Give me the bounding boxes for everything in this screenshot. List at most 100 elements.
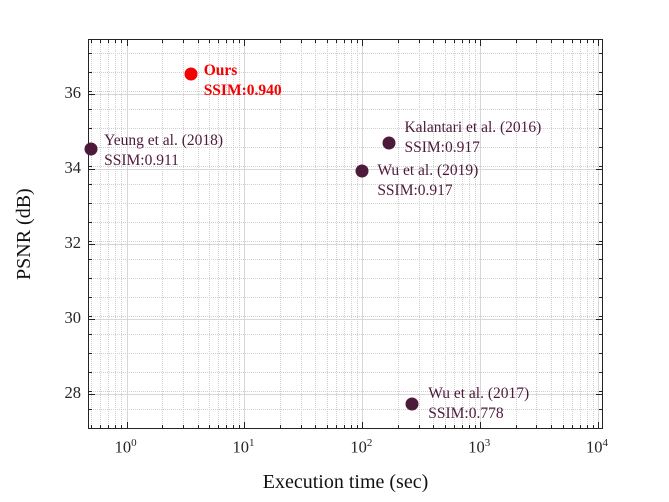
x-minor-tick-top [208,40,210,43]
y-minor-tick [89,296,92,298]
x-minor-tick-top [182,40,184,43]
point-annotation: Wu et al. (2017) SSIM:0.778 [428,384,529,424]
y-major-tick [89,244,95,246]
x-minor-tick [444,425,446,428]
y-minor-tick [89,184,92,186]
x-major-gridline [362,40,364,428]
x-minor-tick [592,425,594,428]
y-minor-tick-right [599,165,602,167]
annotation-method-name: Yeung et al. (2018) [104,131,224,149]
y-major-tick [89,94,95,96]
x-minor-tick [197,425,199,428]
y-minor-tick [89,409,92,411]
x-major-gridline [598,40,600,428]
data-point [184,67,198,81]
y-minor-tick-right [599,334,602,336]
x-minor-gridline [551,40,553,428]
x-minor-gridline [454,40,456,428]
x-minor-tick [562,425,564,428]
y-minor-tick [89,53,92,55]
x-minor-gridline [108,40,110,428]
y-minor-tick-right [599,90,602,92]
y-minor-gridline [89,71,602,73]
x-minor-tick [356,425,358,428]
x-major-tick [480,422,482,428]
point-annotation: Ours SSIM:0.940 [204,61,282,101]
y-minor-tick [89,240,92,242]
x-minor-gridline [418,40,420,428]
x-minor-tick-top [454,40,456,43]
y-minor-tick-right [599,109,602,111]
x-minor-tick-top [218,40,220,43]
x-minor-gridline [468,40,470,428]
y-minor-tick-right [599,221,602,223]
y-tick-label: 28 [64,383,82,403]
annotation-method-name: Kalantari et al. (2016) [404,119,542,137]
x-minor-tick-top [315,40,317,43]
x-minor-tick-top [226,40,228,43]
x-minor-gridline [356,40,358,428]
annotation-method-name: Wu et al. (2017) [428,384,530,402]
y-minor-tick [89,165,92,167]
y-minor-gridline [89,203,602,205]
x-minor-tick [536,425,538,428]
y-minor-gridline [89,184,602,186]
x-minor-gridline [162,40,164,428]
x-minor-gridline [115,40,117,428]
x-minor-tick-top [468,40,470,43]
x-minor-tick-top [162,40,164,43]
data-point [84,142,98,156]
x-tick-label: 104 [586,437,609,457]
x-minor-tick-top [300,40,302,43]
x-minor-tick [315,425,317,428]
x-minor-tick [418,425,420,428]
x-minor-tick-top [418,40,420,43]
x-minor-tick [115,425,117,428]
x-minor-gridline [433,40,435,428]
x-minor-tick-top [121,40,123,43]
y-minor-tick [89,71,92,73]
y-minor-tick-right [599,203,602,205]
x-minor-tick-top [91,40,93,43]
x-minor-tick-top [397,40,399,43]
x-minor-gridline [182,40,184,428]
x-major-tick-top [362,40,364,46]
x-minor-gridline [350,40,352,428]
x-minor-tick-top [279,40,281,43]
x-minor-gridline [344,40,346,428]
x-minor-tick [474,425,476,428]
y-major-gridline [89,244,602,246]
y-minor-tick-right [599,128,602,130]
x-minor-tick [515,425,517,428]
y-minor-tick [89,128,92,130]
y-major-tick [89,394,95,396]
y-tick-label: 32 [64,233,82,253]
y-minor-tick-right [599,409,602,411]
x-minor-tick-top [474,40,476,43]
y-minor-gridline [89,53,602,55]
y-minor-gridline [89,278,602,280]
y-minor-gridline [89,353,602,355]
x-minor-gridline [397,40,399,428]
x-minor-gridline [562,40,564,428]
annotation-ssim-value: SSIM:0.778 [428,404,504,422]
y-minor-gridline [89,334,602,336]
x-minor-gridline [536,40,538,428]
y-minor-tick [89,259,92,261]
y-minor-gridline [89,109,602,111]
y-minor-tick [89,315,92,317]
point-annotation: Wu et al. (2019) SSIM:0.917 [377,161,478,201]
x-minor-gridline [91,40,93,428]
x-tick-label: 102 [350,437,373,457]
x-minor-tick [326,425,328,428]
x-minor-tick-top [586,40,588,43]
y-minor-tick [89,278,92,280]
x-minor-tick [461,425,463,428]
x-major-tick [598,422,600,428]
y-minor-gridline [89,371,602,373]
annotation-ssim-value: SSIM:0.940 [203,81,282,99]
x-minor-tick-top [433,40,435,43]
data-point [355,164,369,178]
x-minor-tick-top [233,40,235,43]
